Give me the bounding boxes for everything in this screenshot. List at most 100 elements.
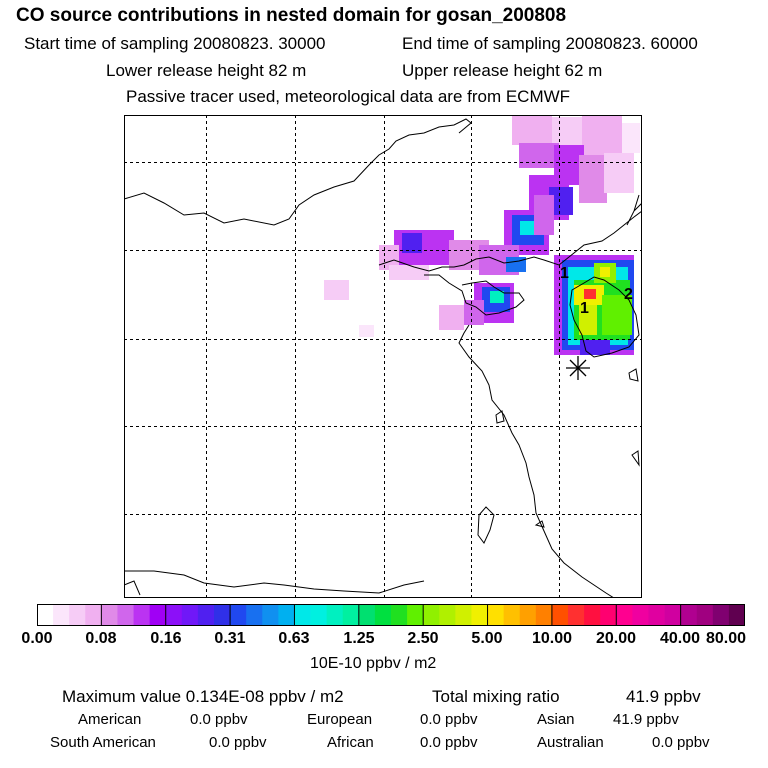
plume-cell xyxy=(490,291,504,303)
colorbar-cell xyxy=(230,604,247,626)
source-name: American xyxy=(78,711,142,728)
plume-cell xyxy=(324,280,349,300)
tracer-note: Passive tracer used, meteorological data… xyxy=(126,87,571,106)
plume-cell xyxy=(464,300,484,325)
source-name: European xyxy=(307,711,373,728)
end-time: End time of sampling 20080823. 60000 xyxy=(402,34,698,53)
colorbar-cell xyxy=(648,604,665,626)
source-value: 41.9 ppbv xyxy=(613,711,679,728)
colorbar-label: 5.00 xyxy=(471,630,503,647)
colorbar-label: 80.00 xyxy=(705,630,747,647)
source-value: 0.0 ppbv xyxy=(420,711,478,728)
region-label: 1 xyxy=(560,265,569,282)
colorbar-cell xyxy=(310,604,328,626)
colorbar-label: 20.00 xyxy=(595,630,637,647)
colorbar-label: 0.08 xyxy=(85,630,117,647)
colorbar-label: 0.31 xyxy=(214,630,246,647)
contribution-map: 1 1 2 xyxy=(124,115,642,598)
colorbar-cell xyxy=(439,604,456,626)
colorbar-cell xyxy=(616,604,633,626)
plume-cell xyxy=(520,221,536,235)
colorbar-cell xyxy=(294,604,311,626)
colorbar-cell xyxy=(85,604,102,626)
map-title: CO source contributions in nested domain… xyxy=(16,5,567,26)
colorbar-label: 0.63 xyxy=(278,630,310,647)
colorbar-cell xyxy=(728,604,745,626)
total-mixing-ratio-value: 41.9 ppbv xyxy=(626,687,701,706)
colorbar-cell xyxy=(503,604,521,626)
plume-cell xyxy=(579,305,597,335)
colorbar-cell xyxy=(53,604,70,626)
source-name: Asian xyxy=(537,711,575,728)
total-mixing-ratio-label: Total mixing ratio xyxy=(432,687,560,706)
plume-cell xyxy=(602,295,632,335)
colorbar-cell xyxy=(181,604,199,626)
colorbar-cell xyxy=(568,604,585,626)
receptor-star-icon xyxy=(566,356,590,380)
plume-cell xyxy=(519,143,559,168)
region-label: 2 xyxy=(624,286,633,303)
colorbar-cell xyxy=(374,604,392,626)
colorbar-cell xyxy=(358,604,376,626)
source-value: 0.0 ppbv xyxy=(190,711,248,728)
source-name: African xyxy=(327,734,374,751)
colorbar-cell xyxy=(455,604,472,626)
colorbar-cell xyxy=(214,604,231,626)
colorbar-cell xyxy=(535,604,553,626)
region-label: 1 xyxy=(580,300,589,317)
source-value: 0.0 ppbv xyxy=(209,734,267,751)
colorbar-cell xyxy=(423,604,440,626)
colorbar-cell xyxy=(584,604,601,626)
source-name: South American xyxy=(50,734,156,751)
source-value: 0.0 ppbv xyxy=(652,734,710,751)
plume-cell xyxy=(604,153,634,193)
colorbar-cell xyxy=(101,604,118,626)
colorbar-cell xyxy=(246,604,263,626)
colorbar-cell xyxy=(664,604,682,626)
source-value: 0.0 ppbv xyxy=(420,734,478,751)
colorbar-ticks xyxy=(100,604,682,626)
colorbar-frame xyxy=(37,604,745,626)
colorbar-label: 10.00 xyxy=(531,630,573,647)
colorbar xyxy=(37,604,745,626)
colorbar-label: 0.16 xyxy=(150,630,182,647)
graticule xyxy=(124,115,642,598)
plume-cell xyxy=(439,305,464,330)
colorbar-cell xyxy=(262,604,279,626)
plume-cell xyxy=(359,325,374,337)
colorbar-cell xyxy=(407,604,424,626)
plume-cell xyxy=(512,115,552,145)
colorbar-label: 40.00 xyxy=(659,630,701,647)
colorbar-cell xyxy=(117,604,134,626)
colorbar-cell xyxy=(391,604,408,626)
colorbar-cell xyxy=(165,604,183,626)
colorbar-cell xyxy=(326,604,344,626)
colorbar-cell xyxy=(149,604,167,626)
upper-release-height: Upper release height 62 m xyxy=(402,61,603,80)
plume-cell xyxy=(582,115,622,155)
colorbar-cell xyxy=(487,604,505,626)
colorbar-unit: 10E-10 ppbv / m2 xyxy=(310,655,437,672)
plume-cell xyxy=(600,267,610,277)
plume-cell xyxy=(622,123,640,153)
map-frame xyxy=(124,115,642,598)
maximum-value: Maximum value 0.134E-08 ppbv / m2 xyxy=(62,687,344,706)
colorbar-cells xyxy=(37,604,745,626)
colorbar-label: 2.50 xyxy=(407,630,439,647)
colorbar-cell xyxy=(551,604,569,626)
colorbar-cell xyxy=(197,604,215,626)
colorbar-cell xyxy=(37,604,54,626)
plume-cell xyxy=(389,265,429,280)
plume-cell xyxy=(534,195,554,235)
colorbar-cell xyxy=(696,604,714,626)
colorbar-cell xyxy=(712,604,730,626)
source-name: Australian xyxy=(537,734,604,751)
colorbar-cell xyxy=(519,604,537,626)
lower-release-height: Lower release height 82 m xyxy=(106,61,307,80)
colorbar-cell xyxy=(471,604,488,626)
colorbar-label: 1.25 xyxy=(343,630,375,647)
colorbar-cell xyxy=(69,604,86,626)
start-time: Start time of sampling 20080823. 30000 xyxy=(24,34,326,53)
plume-cell xyxy=(584,289,596,299)
coastline-layer xyxy=(124,118,642,598)
